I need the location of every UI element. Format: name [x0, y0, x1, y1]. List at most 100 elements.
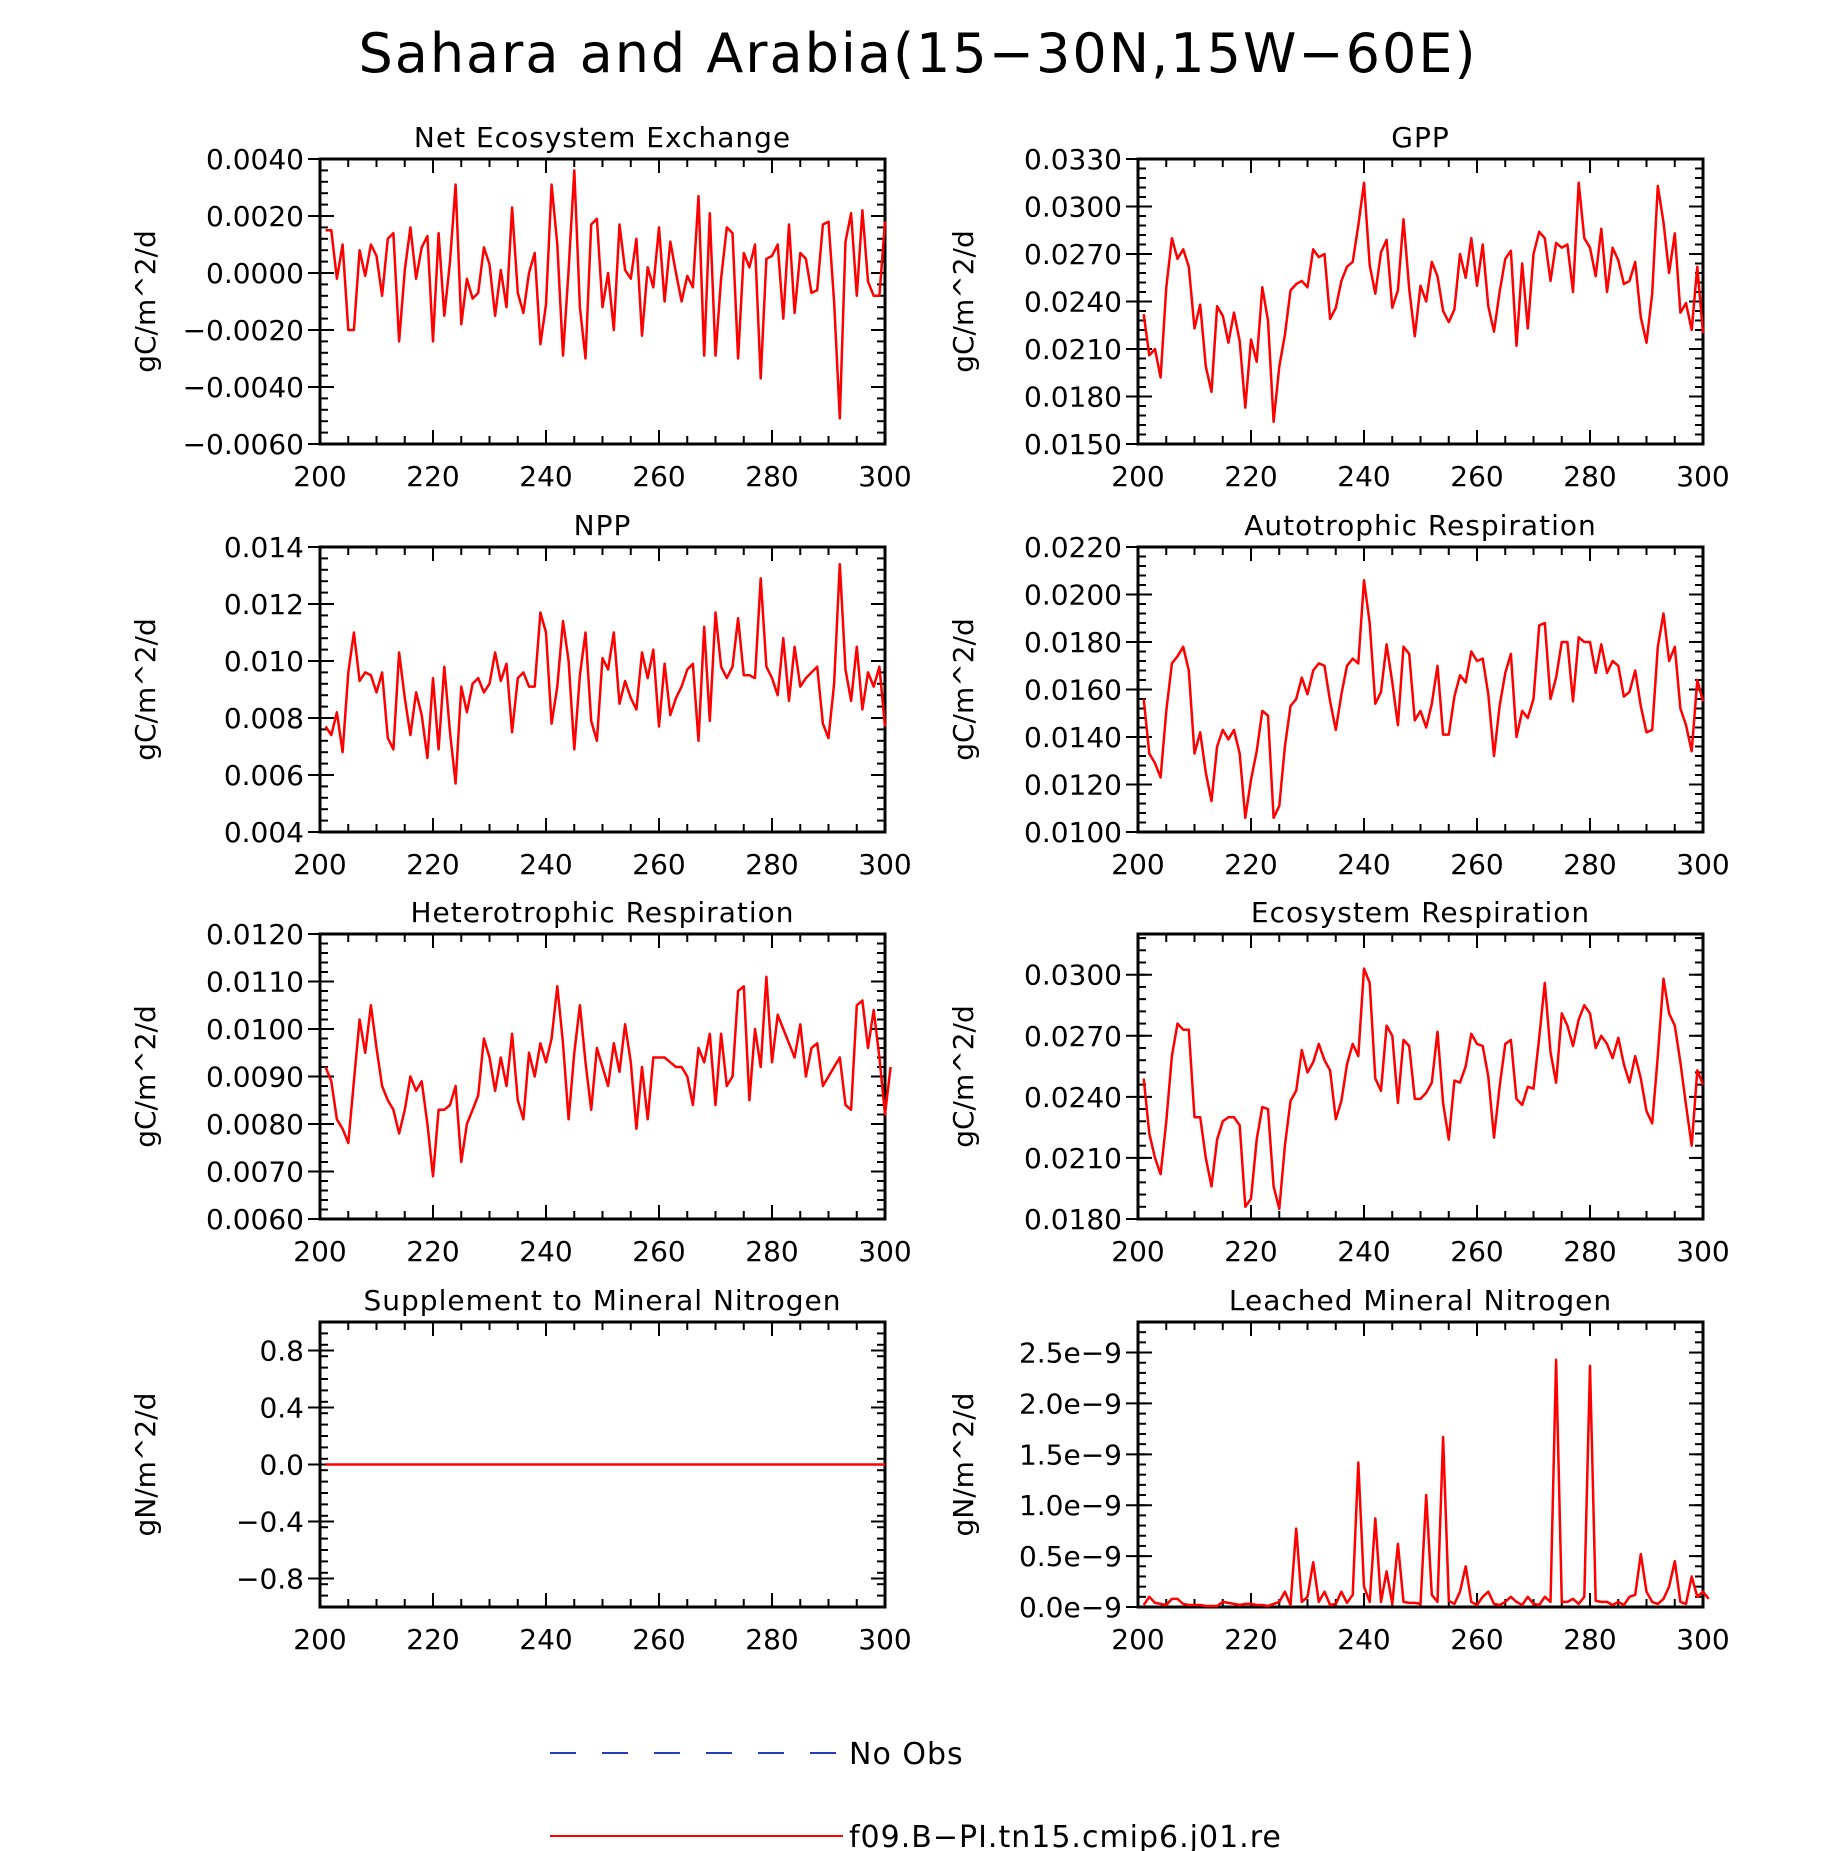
panel-npp: NPP 200 220 240 260 280 300 0.004 0.006 0.008 0.01…: [129, 509, 912, 881]
panel-autotrophic-respiration: Autotrophic Respiration 200 220 240 260 280 30…: [947, 509, 1730, 881]
net-ecosystem-exchange-xtick-label: 220: [406, 460, 459, 493]
panel-supplement-to-mineral-nitrogen: Supplement to Mineral Nitrogen 200 220 240 2…: [129, 1284, 912, 1656]
heterotrophic-respiration-ytick-label: 0.0080: [206, 1108, 304, 1141]
panel-gpp: GPP 200 220 240 260 280 300 0.0150 0.0180 0.0210 0…: [947, 121, 1730, 493]
gpp-ytick-label: 0.0240: [1024, 286, 1122, 319]
leached-mineral-nitrogen-ytick-label: 0.0e−9: [1019, 1591, 1122, 1624]
heterotrophic-respiration-xtick-label: 240: [519, 1235, 572, 1268]
net-ecosystem-exchange-xtick-label: 200: [293, 460, 346, 493]
leached-mineral-nitrogen-xtick-label: 280: [1563, 1623, 1616, 1656]
heterotrophic-respiration-ytick-label: 0.0070: [206, 1156, 304, 1189]
leached-mineral-nitrogen-xtick-label: 200: [1111, 1623, 1164, 1656]
npp-title: NPP: [574, 509, 632, 542]
net-ecosystem-exchange-xtick-label: 260: [632, 460, 685, 493]
gpp-xtick-label: 280: [1563, 460, 1616, 493]
npp-series-line: [324, 562, 887, 785]
leached-mineral-nitrogen-ytick-label: 1.5e−9: [1019, 1438, 1122, 1471]
supplement-to-mineral-nitrogen-ytick-label: 0.0: [259, 1449, 304, 1482]
gpp-frame: [1136, 157, 1705, 446]
gpp-xtick-label: 200: [1111, 460, 1164, 493]
autotrophic-respiration-ytick-label: 0.0100: [1024, 816, 1122, 849]
leached-mineral-nitrogen-xtick-label: 220: [1224, 1623, 1277, 1656]
npp-xtick-label: 240: [519, 848, 572, 881]
supplement-to-mineral-nitrogen-xtick-label: 260: [632, 1623, 685, 1656]
heterotrophic-respiration-xtick-label: 300: [858, 1235, 911, 1268]
ecosystem-respiration-xtick-label: 280: [1563, 1235, 1616, 1268]
gpp-xtick-label: 260: [1450, 460, 1503, 493]
ecosystem-respiration-title: Ecosystem Respiration: [1251, 896, 1590, 929]
npp-ytick-label: 0.012: [224, 588, 304, 621]
supplement-to-mineral-nitrogen-ylabel: gN/m^2/d: [129, 1393, 162, 1537]
net-ecosystem-exchange-ytick-label: 0.0000: [206, 257, 304, 290]
npp-ylabel: gC/m^2/d: [129, 618, 162, 761]
gpp-xtick-label: 300: [1676, 460, 1729, 493]
supplement-to-mineral-nitrogen-ytick-label: −0.4: [236, 1506, 304, 1539]
autotrophic-respiration-title: Autotrophic Respiration: [1244, 509, 1596, 542]
legend-label-model: f09.B−PI.tn15.cmip6.j01.re: [849, 1820, 1282, 1851]
gpp-xtick-label: 240: [1337, 460, 1390, 493]
supplement-to-mineral-nitrogen-xtick-label: 240: [519, 1623, 572, 1656]
autotrophic-respiration-ytick-label: 0.0140: [1024, 721, 1122, 754]
leached-mineral-nitrogen-title: Leached Mineral Nitrogen: [1229, 1284, 1612, 1317]
heterotrophic-respiration-ytick-label: 0.0090: [206, 1061, 304, 1094]
heterotrophic-respiration-ylabel: gC/m^2/d: [129, 1005, 162, 1148]
net-ecosystem-exchange-series-line: [325, 169, 887, 420]
heterotrophic-respiration-xtick-label: 200: [293, 1235, 346, 1268]
supplement-to-mineral-nitrogen-ytick-label: 0.8: [259, 1335, 304, 1368]
leached-mineral-nitrogen-xtick-label: 300: [1676, 1623, 1729, 1656]
autotrophic-respiration-ytick-label: 0.0180: [1024, 626, 1122, 659]
net-ecosystem-exchange-ytick-label: −0.0020: [183, 314, 304, 347]
autotrophic-respiration-series-line: [1142, 579, 1705, 820]
net-ecosystem-exchange-ytick-label: 0.0020: [206, 200, 304, 233]
supplement-to-mineral-nitrogen-ytick-label: −0.8: [236, 1563, 304, 1596]
gpp-ylabel: gC/m^2/d: [947, 230, 980, 373]
autotrophic-respiration-ytick-label: 0.0160: [1024, 674, 1122, 707]
npp-xtick-label: 220: [406, 848, 459, 881]
gpp-ytick-label: 0.0150: [1024, 428, 1122, 461]
gpp-ytick-label: 0.0270: [1024, 238, 1122, 271]
gpp-ytick-label: 0.0300: [1024, 191, 1122, 224]
net-ecosystem-exchange-ylabel: gC/m^2/d: [129, 230, 162, 373]
panel-ecosystem-respiration: Ecosystem Respiration 200 220 240 260 280 300 0…: [947, 896, 1730, 1268]
net-ecosystem-exchange-ytick-label: 0.0040: [206, 143, 304, 176]
heterotrophic-respiration-frame: [318, 932, 887, 1221]
leached-mineral-nitrogen-frame: [1136, 1320, 1705, 1609]
supplement-to-mineral-nitrogen-title: Supplement to Mineral Nitrogen: [364, 1284, 842, 1317]
supplement-to-mineral-nitrogen-xtick-label: 280: [745, 1623, 798, 1656]
supplement-to-mineral-nitrogen-ytick-label: 0.4: [259, 1392, 304, 1425]
heterotrophic-respiration-xtick-label: 260: [632, 1235, 685, 1268]
ecosystem-respiration-ytick-label: 0.0300: [1024, 959, 1122, 992]
npp-xtick-label: 300: [858, 848, 911, 881]
legend-label-no-obs: No Obs: [849, 1737, 964, 1772]
leached-mineral-nitrogen-ytick-label: 2.5e−9: [1019, 1337, 1122, 1370]
supplement-to-mineral-nitrogen-xtick-label: 220: [406, 1623, 459, 1656]
leached-mineral-nitrogen-xtick-label: 260: [1450, 1623, 1503, 1656]
net-ecosystem-exchange-ytick-label: −0.0060: [183, 428, 304, 461]
net-ecosystem-exchange-ytick-label: −0.0040: [183, 371, 304, 404]
heterotrophic-respiration-xtick-label: 280: [745, 1235, 798, 1268]
net-ecosystem-exchange-title: Net Ecosystem Exchange: [414, 121, 791, 154]
ecosystem-respiration-ylabel: gC/m^2/d: [947, 1005, 980, 1148]
net-ecosystem-exchange-xtick-label: 240: [519, 460, 572, 493]
net-ecosystem-exchange-xtick-label: 300: [858, 460, 911, 493]
autotrophic-respiration-xtick-label: 300: [1676, 848, 1729, 881]
autotrophic-respiration-ytick-label: 0.0200: [1024, 579, 1122, 612]
ecosystem-respiration-series-line: [1142, 967, 1705, 1211]
autotrophic-respiration-xtick-label: 280: [1563, 848, 1616, 881]
leached-mineral-nitrogen-ytick-label: 0.5e−9: [1019, 1540, 1122, 1573]
gpp-series-line: [1142, 181, 1705, 424]
autotrophic-respiration-xtick-label: 260: [1450, 848, 1503, 881]
gpp-ytick-label: 0.0210: [1024, 333, 1122, 366]
ecosystem-respiration-ytick-label: 0.0270: [1024, 1020, 1122, 1053]
autotrophic-respiration-ytick-label: 0.0220: [1024, 531, 1122, 564]
heterotrophic-respiration-title: Heterotrophic Respiration: [411, 896, 795, 929]
npp-xtick-label: 200: [293, 848, 346, 881]
supplement-to-mineral-nitrogen-xtick-label: 200: [293, 1623, 346, 1656]
leached-mineral-nitrogen-ytick-label: 1.0e−9: [1019, 1489, 1122, 1522]
heterotrophic-respiration-ytick-label: 0.0060: [206, 1203, 304, 1236]
ecosystem-respiration-xtick-label: 220: [1224, 1235, 1277, 1268]
panels: Net Ecosystem Exchange 200 220 240 260 280 300…: [129, 121, 1730, 1656]
panel-net-ecosystem-exchange: Net Ecosystem Exchange 200 220 240 260 280 300…: [129, 121, 912, 493]
npp-ytick-label: 0.010: [224, 645, 304, 678]
